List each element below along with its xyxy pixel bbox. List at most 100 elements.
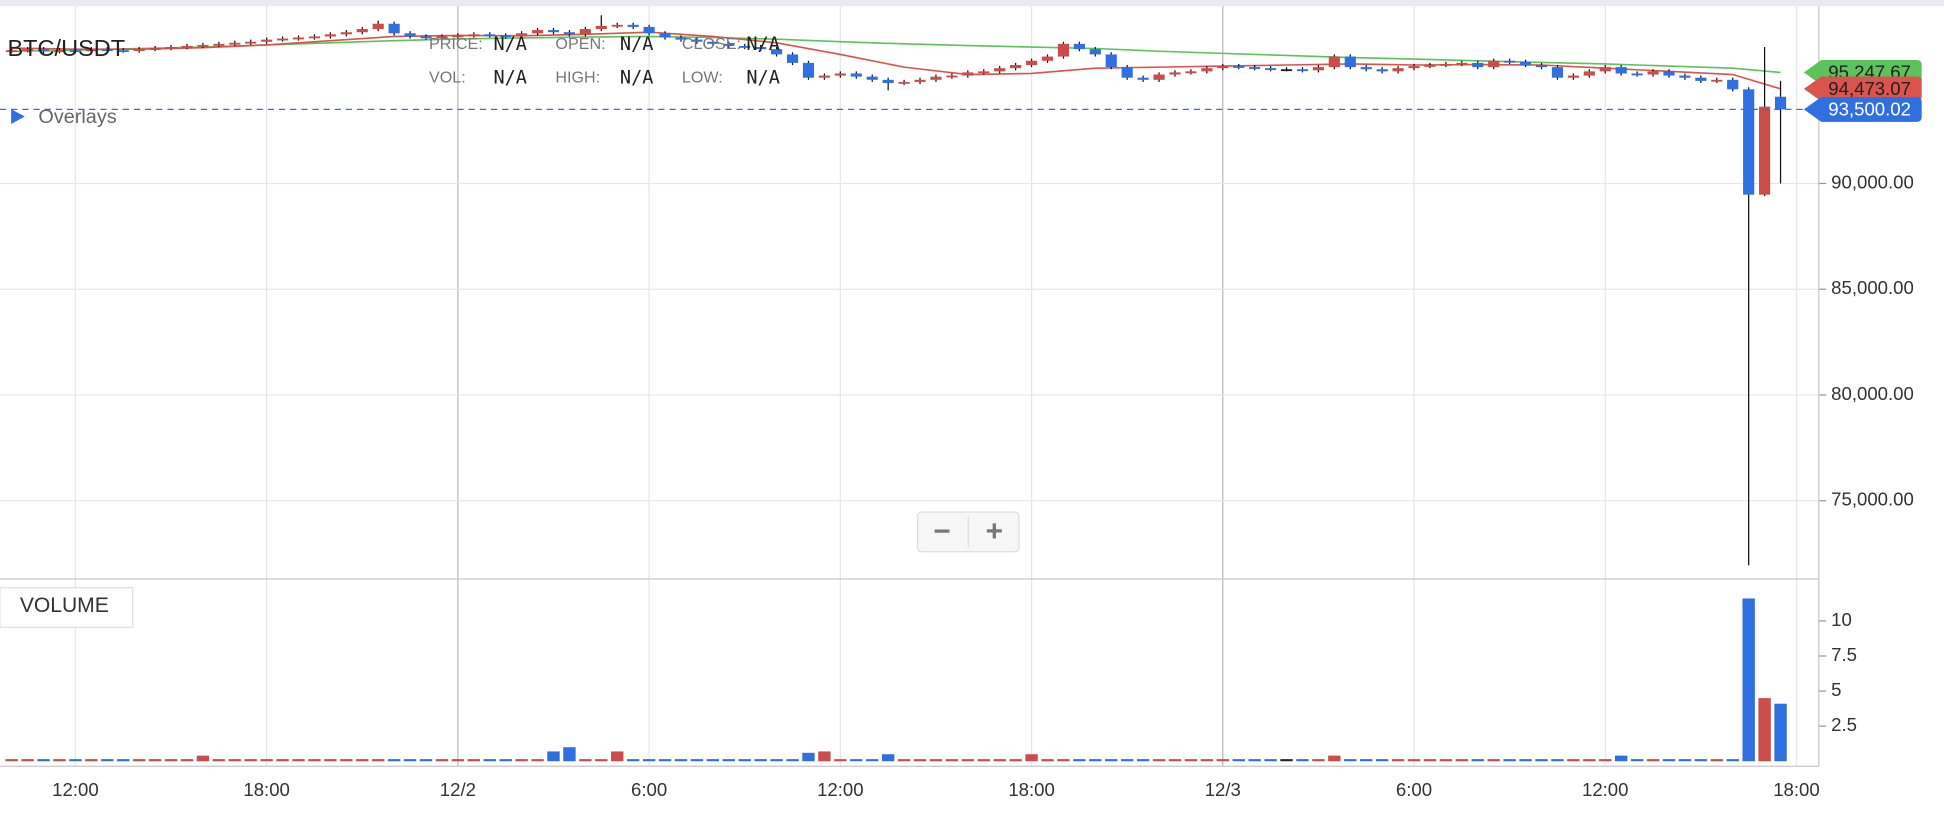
candle-body bbox=[277, 38, 289, 41]
candle-body bbox=[1392, 68, 1404, 72]
volume-bar bbox=[1057, 759, 1070, 762]
volume-bar bbox=[579, 759, 592, 762]
volume-bar bbox=[435, 759, 449, 762]
volume-bar bbox=[1694, 759, 1708, 762]
candle-body bbox=[85, 49, 97, 52]
price-tag bbox=[1803, 76, 1922, 102]
candle-body bbox=[165, 47, 177, 49]
volume-bar bbox=[690, 759, 704, 762]
candle-body bbox=[1408, 66, 1420, 69]
candle-body bbox=[802, 62, 815, 78]
volume-bar bbox=[563, 747, 576, 762]
volume-bar bbox=[1487, 759, 1500, 762]
candle-body bbox=[500, 35, 512, 38]
zoom-in[interactable]: + bbox=[986, 515, 1003, 548]
candle-body bbox=[1583, 71, 1595, 76]
candle-body bbox=[1615, 67, 1627, 74]
info-value: N/A bbox=[620, 34, 654, 55]
volume-bar bbox=[85, 759, 98, 762]
volume-bar bbox=[1567, 759, 1580, 762]
volume-bar bbox=[467, 759, 481, 762]
volume-bar bbox=[1025, 754, 1038, 762]
overlays-toggle[interactable]: Overlays bbox=[38, 106, 116, 128]
candle-body bbox=[1089, 49, 1101, 55]
candle-body bbox=[898, 81, 910, 84]
candle-body bbox=[978, 71, 990, 74]
candle-body bbox=[1519, 61, 1532, 66]
volume-bar bbox=[531, 759, 544, 762]
volume-bar bbox=[1710, 759, 1723, 762]
volume-bar bbox=[786, 759, 799, 762]
candle-body bbox=[1567, 75, 1579, 78]
volume-bar bbox=[1742, 598, 1755, 762]
candle-body bbox=[37, 49, 50, 52]
x-tick-label: 12:00 bbox=[52, 779, 98, 800]
info-key: PRICE: bbox=[429, 35, 483, 53]
candle-body bbox=[691, 39, 703, 42]
candle-body bbox=[531, 30, 544, 34]
volume-bar bbox=[945, 759, 959, 762]
volume-bar bbox=[866, 759, 879, 762]
volume-bar bbox=[961, 759, 975, 762]
candle-body bbox=[1551, 67, 1564, 78]
candle-body bbox=[133, 49, 145, 51]
candle-body bbox=[1647, 71, 1659, 75]
overlays-arrow[interactable] bbox=[11, 109, 25, 124]
volume-bar bbox=[308, 759, 321, 762]
volume-bar bbox=[228, 759, 241, 762]
candle-body bbox=[149, 48, 161, 50]
volume-bar bbox=[1630, 759, 1644, 762]
price-tag-label: 94,473.07 bbox=[1828, 78, 1911, 99]
candle-body bbox=[1312, 67, 1324, 71]
volume-bar bbox=[292, 759, 305, 762]
volume-bar bbox=[1758, 698, 1771, 762]
candle-body bbox=[1328, 56, 1340, 68]
chart-body: BTC/USDT Overlays VOLUME − + 12:00 18:00 1… bbox=[0, 0, 1944, 800]
candle-body bbox=[22, 49, 34, 51]
volume-bar bbox=[754, 759, 767, 762]
volume-bar bbox=[706, 759, 720, 762]
candle-body bbox=[739, 45, 751, 48]
volume-bar bbox=[881, 754, 895, 762]
y-tick-label: 75,000.00 bbox=[1831, 489, 1914, 510]
grid bbox=[0, 6, 1827, 767]
volume-bar bbox=[1535, 759, 1548, 762]
candle-body bbox=[388, 23, 400, 34]
volume-bar bbox=[212, 759, 226, 762]
info-value: N/A bbox=[620, 68, 654, 89]
volume-tick-label: 7.5 bbox=[1831, 644, 1857, 665]
candle-body bbox=[6, 50, 18, 53]
candle-body bbox=[1201, 68, 1213, 72]
candle-body bbox=[1073, 43, 1085, 50]
zoom-out[interactable]: − bbox=[934, 515, 951, 548]
candle-body bbox=[1185, 71, 1197, 74]
candle-body bbox=[340, 32, 352, 35]
candle-body bbox=[356, 29, 368, 33]
y-tick-label: 90,000.00 bbox=[1831, 171, 1914, 192]
candle-body bbox=[563, 32, 576, 35]
candle-body bbox=[1695, 77, 1707, 81]
volume-bar bbox=[372, 759, 385, 762]
candle-body bbox=[723, 43, 735, 46]
candle-body bbox=[1488, 60, 1500, 68]
volume-bar bbox=[1774, 703, 1787, 762]
candle-body bbox=[1743, 89, 1755, 195]
volume-bar bbox=[1216, 759, 1229, 762]
volume-bar bbox=[1471, 759, 1484, 762]
candle-body bbox=[914, 79, 926, 82]
volume-bar bbox=[1296, 759, 1309, 762]
volume-bar bbox=[1120, 759, 1134, 762]
volume-bar bbox=[722, 759, 735, 762]
volume-bar bbox=[1583, 759, 1596, 762]
volume-bar bbox=[1200, 759, 1214, 762]
candle-body bbox=[1360, 67, 1372, 70]
price-tag-label: 93,500.02 bbox=[1828, 99, 1911, 120]
candle-body bbox=[372, 23, 384, 30]
volume-bar bbox=[419, 759, 433, 762]
volume-bar bbox=[913, 759, 927, 762]
volume-bar bbox=[340, 759, 353, 762]
candle-body bbox=[946, 75, 958, 78]
candle-body bbox=[786, 54, 799, 63]
volume-bar bbox=[929, 759, 943, 762]
candle-body bbox=[1233, 66, 1245, 68]
